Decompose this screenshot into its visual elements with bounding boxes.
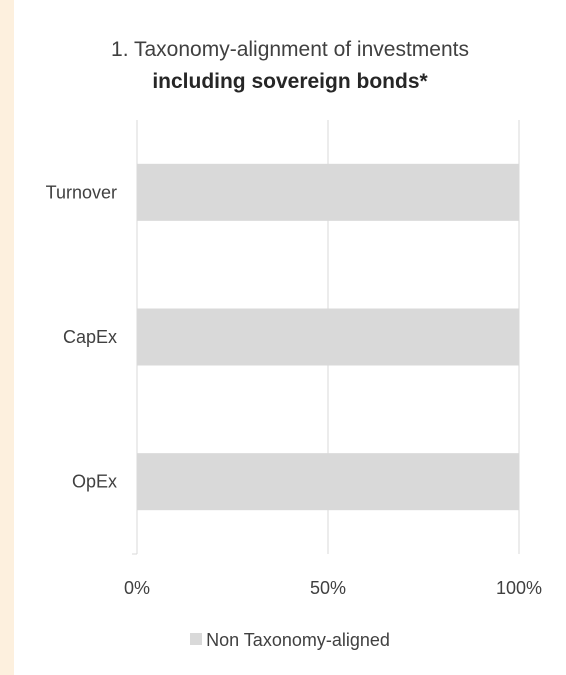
chart-title-main: 1. Taxonomy-alignment of investments (111, 38, 469, 61)
x-tick-labels: 0% 50% 100% (124, 578, 542, 598)
legend-label: Non Taxonomy-aligned (206, 630, 390, 650)
bar-opex (137, 453, 519, 511)
x-tick-label: 100% (496, 578, 542, 598)
x-tick-label: 50% (310, 578, 346, 598)
x-tick-label: 0% (124, 578, 150, 598)
bar-capex (137, 308, 519, 366)
category-label: CapEx (63, 327, 117, 347)
category-label: OpEx (72, 472, 117, 492)
legend-swatch (190, 633, 203, 646)
category-label: Turnover (46, 182, 117, 202)
bars (137, 163, 519, 511)
legend: Non Taxonomy-aligned (14, 628, 566, 652)
chart-title-subtitle: including sovereign bonds* (152, 70, 428, 93)
chart-title: 1. Taxonomy-alignment of investments inc… (14, 34, 566, 98)
bar-turnover (137, 163, 519, 221)
category-labels: Turnover CapEx OpEx (46, 182, 117, 491)
